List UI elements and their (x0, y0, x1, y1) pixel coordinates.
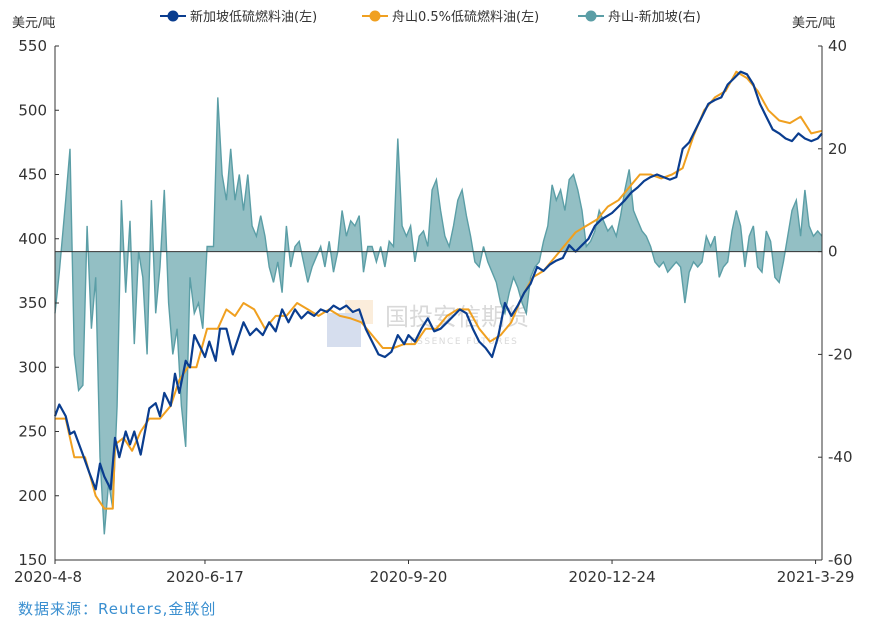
left-tick-label: 300 (18, 358, 47, 376)
legend: 新加坡低硫燃料油(左) 舟山0.5%低硫燃料油(左) 舟山-新加坡(右) (160, 9, 701, 25)
legend-label: 舟山-新加坡(右) (608, 9, 701, 25)
x-tick-label: 2020-12-24 (568, 568, 655, 586)
left-tick-label: 150 (18, 551, 47, 569)
x-tick-label: 2020-4-8 (14, 568, 82, 586)
watermark-en: ESSENCE FUTURES (410, 337, 518, 347)
watermark-logo-front (327, 313, 361, 347)
left-tick-label: 450 (18, 166, 47, 184)
legend-label: 新加坡低硫燃料油(左) (190, 9, 317, 25)
left-tick-label: 200 (18, 487, 47, 505)
x-tick-label: 2020-6-17 (166, 568, 244, 586)
right-tick-label: 40 (828, 37, 847, 55)
left-axis-unit: 美元/吨 (12, 16, 55, 31)
left-tick-label: 250 (18, 423, 47, 441)
legend-swatch-marker (369, 10, 381, 22)
left-tick-label: 550 (18, 37, 47, 55)
right-tick-label: -40 (828, 448, 853, 466)
spread-line (54, 97, 823, 535)
right-tick-label: -20 (828, 345, 853, 363)
x-tick-label: 2021-3-29 (777, 568, 855, 586)
singapore-line (53, 70, 823, 491)
legend-swatch-marker (167, 10, 179, 22)
left-tick-label: 350 (18, 294, 47, 312)
zhoushan-line (55, 70, 823, 510)
right-tick-label: -60 (828, 551, 853, 569)
right-tick-label: 0 (828, 243, 838, 261)
spread-area (55, 97, 822, 535)
legend-label: 舟山0.5%低硫燃料油(左) (392, 9, 539, 25)
left-tick-label: 400 (18, 230, 47, 248)
data-source-note: 数据来源：Reuters,金联创 (18, 600, 217, 618)
watermark: 国投安信期货 ESSENCE FUTURES (327, 300, 529, 347)
legend-swatch-marker (585, 10, 597, 22)
left-tick-label: 500 (18, 101, 47, 119)
right-axis-unit: 美元/吨 (792, 16, 835, 31)
right-tick-label: 20 (828, 140, 847, 158)
x-tick-label: 2020-9-20 (370, 568, 448, 586)
